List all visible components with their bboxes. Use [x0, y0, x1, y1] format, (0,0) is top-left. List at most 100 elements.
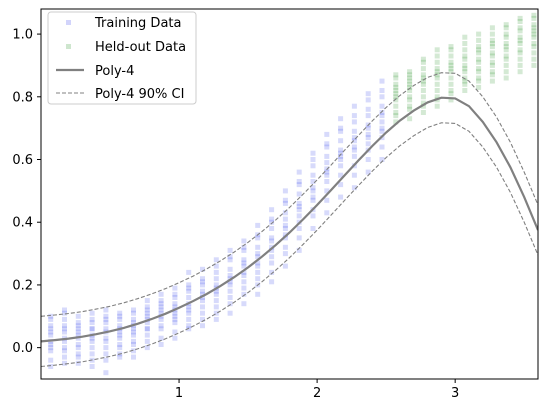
training-point — [379, 157, 385, 162]
training-point — [62, 326, 67, 332]
training-point — [351, 153, 357, 159]
training-point — [48, 348, 54, 354]
heldout-point — [420, 103, 426, 109]
heldout-point — [531, 44, 537, 50]
training-point — [89, 364, 95, 369]
training-point — [117, 345, 123, 351]
training-point — [296, 247, 302, 253]
training-point — [324, 144, 330, 150]
training-point — [103, 320, 109, 326]
training-point — [158, 326, 164, 332]
training-point — [241, 263, 247, 269]
legend-marker-heldout — [66, 44, 71, 49]
legend-label-ci: Poly-4 90% CI — [95, 87, 184, 102]
training-point — [255, 251, 261, 257]
training-point — [186, 269, 192, 275]
legend-box — [47, 11, 197, 105]
training-point — [255, 263, 261, 269]
training-point — [200, 310, 205, 316]
training-point — [296, 191, 302, 197]
training-point — [241, 301, 247, 307]
heldout-point — [489, 31, 495, 37]
heldout-point — [489, 50, 495, 56]
training-point — [269, 269, 275, 275]
heldout-point — [407, 106, 413, 112]
training-point — [379, 113, 385, 119]
heldout-point — [476, 75, 482, 81]
training-point — [186, 307, 192, 313]
training-point — [89, 326, 95, 332]
training-point — [365, 157, 371, 162]
training-point — [351, 128, 357, 134]
training-point — [200, 316, 205, 322]
heldout-point — [462, 78, 468, 84]
training-point — [255, 235, 261, 241]
heldout-point — [462, 47, 468, 53]
x-tick-label: 3 — [451, 386, 459, 401]
heldout-point — [407, 116, 413, 122]
heldout-point — [393, 103, 399, 109]
heldout-point — [503, 31, 509, 37]
heldout-point — [420, 88, 426, 93]
training-point — [269, 226, 275, 231]
training-point — [282, 210, 288, 216]
training-point — [186, 323, 192, 329]
training-point — [351, 144, 357, 150]
training-point — [255, 269, 261, 275]
heldout-point — [531, 12, 537, 18]
training-point — [117, 323, 123, 329]
training-point — [75, 342, 81, 347]
heldout-point — [434, 69, 440, 75]
heldout-point — [462, 34, 468, 40]
heldout-point — [420, 110, 426, 115]
training-point — [158, 307, 164, 313]
training-point — [144, 332, 150, 338]
heldout-point — [503, 62, 509, 68]
heldout-point — [407, 72, 413, 78]
heldout-point — [531, 15, 537, 21]
legend: Training Data Held-out Data Poly-4 Poly-… — [47, 11, 197, 105]
training-point — [379, 94, 385, 100]
training-point — [172, 291, 178, 297]
training-point — [144, 307, 150, 313]
heldout-point — [476, 50, 482, 56]
training-point — [351, 103, 357, 109]
training-point — [241, 257, 247, 263]
heldout-point — [448, 81, 454, 87]
training-point — [213, 288, 219, 294]
heldout-point — [434, 47, 440, 53]
heldout-point — [531, 28, 537, 34]
training-point — [365, 135, 371, 141]
heldout-point — [407, 103, 413, 109]
training-point — [131, 307, 136, 313]
training-point — [62, 348, 67, 354]
training-point — [172, 285, 178, 291]
training-point — [365, 131, 371, 137]
training-point — [62, 345, 67, 351]
training-point — [310, 226, 316, 231]
training-point — [144, 298, 150, 304]
training-point — [269, 254, 275, 260]
training-point — [89, 335, 95, 341]
training-point — [351, 119, 357, 125]
heldout-point — [393, 72, 399, 78]
training-point — [227, 288, 233, 294]
training-point — [62, 316, 67, 322]
y-tick-label: 0.6 — [12, 153, 33, 168]
training-point — [310, 197, 316, 203]
heldout-point — [420, 94, 426, 100]
training-point — [103, 351, 109, 357]
training-point — [62, 360, 67, 366]
training-point — [255, 254, 261, 260]
training-point — [296, 169, 302, 175]
training-point — [144, 313, 150, 319]
heldout-point — [407, 84, 413, 90]
heldout-point — [434, 94, 440, 100]
heldout-point — [393, 110, 399, 115]
training-point — [310, 172, 316, 178]
heldout-point — [489, 25, 495, 31]
training-point — [48, 326, 54, 332]
ci-upper-line — [41, 72, 538, 317]
training-point — [186, 295, 192, 300]
training-point — [158, 316, 164, 322]
